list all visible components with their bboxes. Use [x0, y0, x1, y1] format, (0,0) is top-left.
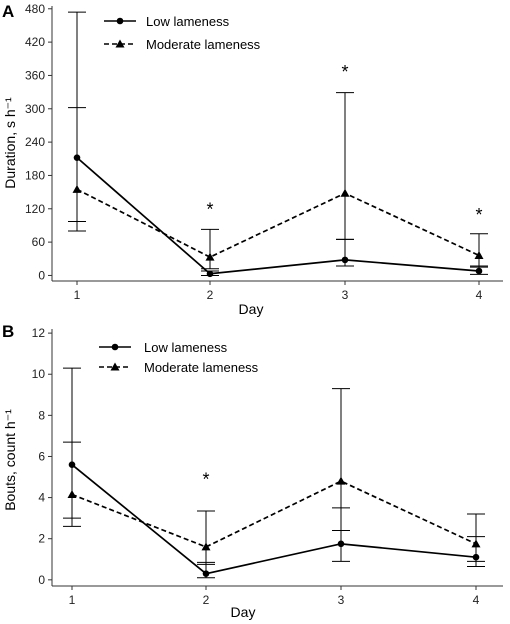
legend-low-marker [116, 17, 124, 25]
panel-a-significance-marker: * [341, 62, 348, 82]
panel-a-low-lameness-point [206, 270, 214, 278]
panel-a-y-tick-label: 420 [25, 35, 45, 49]
panel-b: B Day Bouts, count h⁻¹ Low lameness Mode… [2, 322, 503, 620]
panel-a-x-tick-label: 4 [476, 288, 483, 302]
legend-low-label: Low lameness [144, 340, 228, 355]
panel-b-y-tick-label: 8 [38, 408, 45, 422]
panel-a-x-axis-title: Day [239, 301, 264, 317]
panel-a: A Day Duration, s h⁻¹ Low lameness Moder… [2, 2, 503, 317]
panel-a-y-tick-label: 240 [25, 135, 45, 149]
panel-a-moderate-lameness-point [340, 188, 350, 197]
panel-b-moderate-lameness-point [336, 476, 346, 485]
panel-b-letter: B [2, 322, 14, 341]
panel-a-x-tick-label: 2 [207, 288, 214, 302]
panel-a-y-axis-title: Duration, s h⁻¹ [2, 97, 18, 189]
panel-b-x-axis-title: Day [231, 604, 256, 620]
panel-a-moderate-lameness-point [205, 252, 215, 261]
panel-a-letter: A [2, 2, 14, 21]
panel-a-y-tick-label: 180 [25, 168, 45, 182]
panel-b-y-tick-label: 12 [32, 326, 46, 340]
panel-b-moderate-lameness-point [201, 542, 211, 551]
panel-a-x-tick-label: 1 [74, 288, 81, 302]
panel-a-significance-marker: * [206, 199, 213, 219]
legend-low-marker [111, 343, 119, 351]
panel-a-low-lameness-line [76, 157, 480, 275]
panel-b-x-tick-label: 3 [338, 593, 345, 607]
panel-a-y-tick-label: 0 [38, 268, 45, 282]
panel-a-y-tick-label: 120 [25, 202, 45, 216]
panel-b-y-tick-label: 0 [38, 573, 45, 587]
panel-a-moderate-lameness-line [76, 188, 480, 259]
panel-b-moderate-lameness-line [71, 480, 477, 548]
panel-a-y-tick-label: 60 [32, 235, 46, 249]
panel-a-x-tick-label: 3 [342, 288, 349, 302]
panel-b-low-lameness-point [202, 570, 210, 577]
panel-b-moderate-lameness-point [471, 539, 481, 548]
panel-a-y-tick-label: 480 [25, 2, 45, 16]
panel-a-y-tick-label: 360 [25, 68, 45, 82]
panel-b-y-tick-label: 4 [38, 491, 45, 505]
panel-a-moderate-lameness-point [474, 250, 484, 259]
panel-b-low-lameness-point [337, 540, 345, 548]
panel-a-legend: Low lameness Moderate lameness [104, 14, 261, 52]
panel-b-legend: Low lameness Moderate lameness [99, 340, 259, 375]
panel-a-moderate-lameness-point [72, 184, 82, 193]
panel-b-y-tick-label: 10 [32, 367, 46, 381]
panel-b-y-tick-label: 6 [38, 449, 45, 463]
legend-moderate-label: Moderate lameness [144, 360, 259, 375]
legend-low-label: Low lameness [146, 14, 230, 29]
legend-moderate-marker [115, 39, 125, 48]
panel-b-x-tick-label: 4 [473, 593, 480, 607]
panel-b-y-tick-label: 2 [38, 532, 45, 546]
panel-b-y-axis-title: Bouts, count h⁻¹ [2, 409, 18, 511]
legend-moderate-label: Moderate lameness [146, 37, 261, 52]
panel-a-y-tick-label: 300 [25, 102, 45, 116]
panel-b-significance-marker: * [202, 469, 209, 489]
panel-b-moderate-lameness-point [67, 490, 77, 499]
panel-b-low-lameness-line [71, 464, 477, 575]
panel-b-x-tick-label: 1 [69, 593, 76, 607]
panel-a-low-lameness-point [475, 267, 483, 275]
panel-b-x-tick-label: 2 [203, 593, 210, 607]
panel-a-significance-marker: * [475, 205, 482, 225]
panel-a-low-lameness-point [341, 256, 349, 264]
legend-moderate-marker [110, 362, 120, 371]
